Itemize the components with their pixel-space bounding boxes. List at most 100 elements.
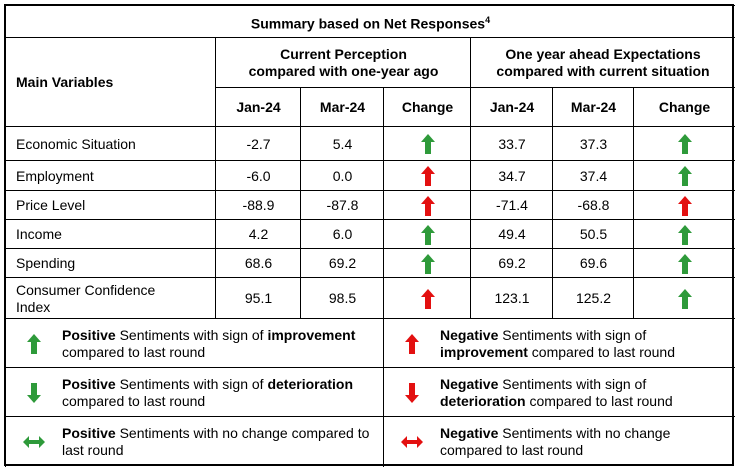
legend-text: Negative Sentiments with no change compa… — [440, 425, 729, 459]
value: -88.9 — [242, 197, 275, 213]
value-cell: 37.4 — [552, 160, 634, 191]
value-cell: 5.4 — [300, 126, 384, 161]
arrow — [677, 224, 692, 245]
value: 123.1 — [494, 290, 530, 306]
arrow-icon — [677, 253, 692, 274]
arrow — [677, 134, 692, 154]
value: 4.2 — [248, 226, 269, 242]
icon-box — [384, 333, 440, 354]
value-cell: -88.9 — [215, 190, 301, 220]
arrow — [677, 195, 692, 216]
value: 49.4 — [498, 226, 526, 242]
change-cell — [633, 219, 735, 249]
change-cell — [633, 126, 735, 161]
legend-part: Sentiments with sign of — [115, 375, 268, 392]
arrow — [405, 333, 419, 354]
value-cell: 69.2 — [470, 248, 553, 278]
value-cell: -6.0 — [215, 160, 301, 191]
row-label-cell: Consumer Confidence Index — [5, 277, 216, 319]
arrow-icon — [405, 382, 419, 403]
arrow — [420, 288, 435, 309]
value: 5.4 — [332, 135, 353, 152]
row-label: Spending — [16, 255, 76, 271]
column-label: Mar-24 — [319, 99, 366, 115]
column-header: Mar-24 — [300, 87, 384, 127]
legend-part: compared to last round — [525, 392, 673, 409]
group-header: Current Perception compared with one-year… — [215, 37, 471, 88]
column-header: Change — [633, 87, 735, 127]
icon-box — [6, 333, 62, 354]
value: -71.4 — [496, 197, 528, 213]
group-line: compared with current situation — [496, 63, 710, 79]
arrow-icon — [420, 134, 435, 154]
column-header: Change — [383, 87, 471, 127]
column-label: Change — [401, 99, 454, 115]
row-label: Income — [16, 226, 62, 242]
change-cell — [383, 248, 471, 278]
arrow-icon — [420, 195, 435, 216]
value: 34.7 — [498, 167, 526, 184]
main-variables: Main Variables — [16, 74, 114, 90]
value-cell: -68.8 — [552, 190, 634, 220]
value: -68.8 — [577, 197, 610, 213]
value: 69.2 — [328, 255, 357, 271]
title-text: Summary based on Net Responses — [250, 15, 486, 32]
arrow — [677, 166, 692, 186]
value-cell: -2.7 — [215, 126, 301, 161]
arrow — [420, 134, 435, 154]
arrow-icon — [27, 382, 41, 403]
value: 125.2 — [575, 290, 612, 306]
legend-part: compared to last round — [527, 343, 676, 360]
arrow — [677, 253, 692, 274]
change-cell — [383, 190, 471, 220]
group-text: Current Perception compared with one-year… — [249, 46, 439, 80]
value: 50.5 — [579, 226, 608, 242]
value: -6.0 — [246, 167, 271, 184]
value-cell: 4.2 — [215, 219, 301, 249]
group-line: Current Perception — [280, 46, 407, 62]
change-cell — [633, 277, 735, 319]
arrow-icon — [420, 224, 435, 245]
legend-text: Negative Sentiments with sign of deterio… — [440, 376, 729, 410]
arrow-icon — [23, 436, 45, 448]
arrow-icon — [401, 436, 423, 448]
value-cell: 34.7 — [470, 160, 553, 191]
row-label: Price Level — [16, 197, 86, 213]
arrow-icon — [420, 253, 435, 274]
legend-part: Positive — [62, 375, 116, 392]
change-cell — [383, 219, 471, 249]
value-cell: 68.6 — [215, 248, 301, 278]
title-superscript: 4 — [485, 14, 491, 25]
value: 68.6 — [244, 255, 273, 271]
legend-part: deterioration — [267, 375, 354, 392]
legend-cell: Positive Sentiments with sign of deterio… — [5, 367, 384, 417]
legend-part: Negative — [440, 375, 499, 392]
value-cell: 98.5 — [300, 277, 384, 319]
legend-part: Negative — [440, 326, 499, 343]
change-cell — [383, 277, 471, 319]
legend-text: Positive Sentiments with sign of improve… — [62, 327, 378, 361]
value: 69.2 — [498, 255, 526, 271]
value: 37.3 — [579, 135, 608, 152]
value-cell: 50.5 — [552, 219, 634, 249]
legend-part: Sentiments with no change compared to la… — [440, 425, 671, 458]
title: Summary based on Net Responses4 — [251, 12, 490, 33]
legend-part: Sentiments with sign of — [115, 326, 268, 343]
legend-cell: Negative Sentiments with sign of improve… — [383, 318, 735, 368]
legend-part: Negative — [440, 425, 499, 441]
column-header: Jan-24 — [470, 87, 553, 127]
arrow-icon — [420, 288, 435, 309]
value-cell: 0.0 — [300, 160, 384, 191]
group-header: One year ahead Expectations compared with… — [470, 37, 735, 88]
value-cell: 37.3 — [552, 126, 634, 161]
legend-text: Positive Sentiments with no change compa… — [62, 425, 378, 459]
legend-cell: Negative Sentiments with no change compa… — [383, 416, 735, 467]
column-header: Mar-24 — [552, 87, 634, 127]
group-line: One year ahead Expectations — [505, 46, 701, 62]
value-cell: 6.0 — [300, 219, 384, 249]
arrow — [420, 195, 435, 216]
legend-part: deterioration — [440, 392, 526, 409]
value-cell: 69.2 — [300, 248, 384, 278]
value-cell: 69.6 — [552, 248, 634, 278]
